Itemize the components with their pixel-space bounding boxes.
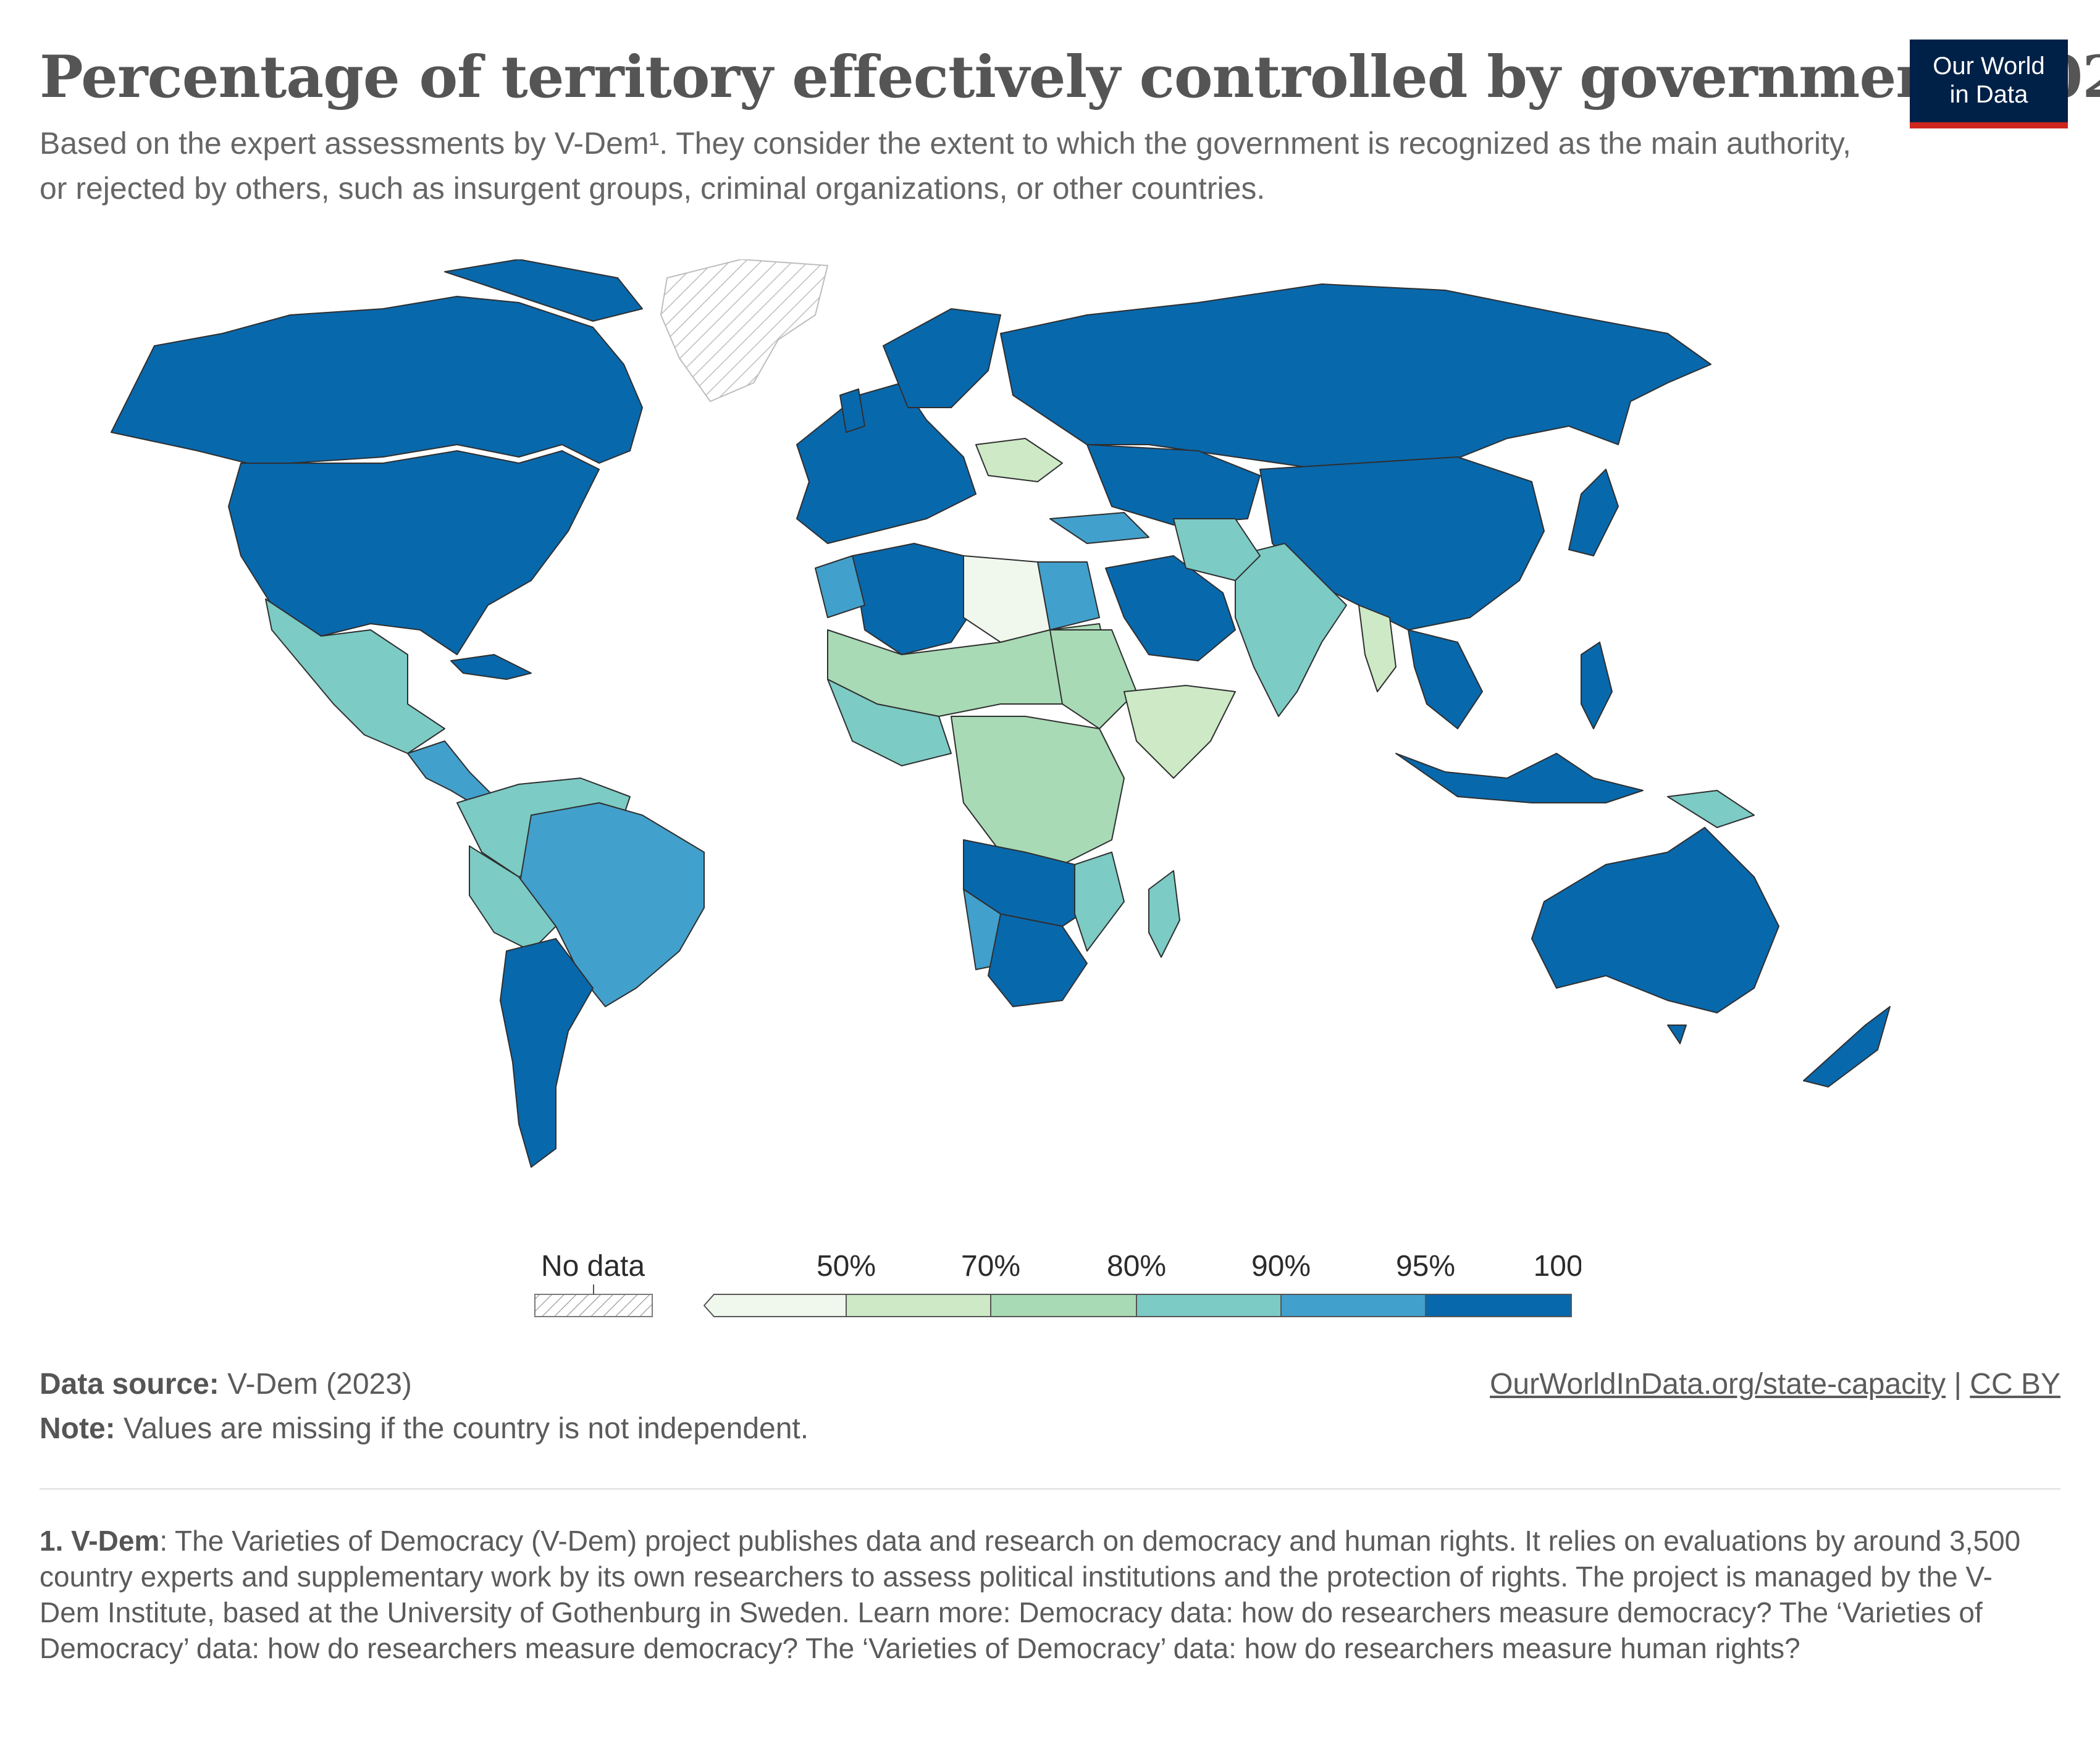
region-west-africa[interactable] [827, 679, 952, 766]
legend-tick-90: 90% [1251, 1250, 1311, 1283]
footnote: 1. V-Dem: The Varieties of Democracy (V-… [40, 1523, 2035, 1666]
logo-line-1: Our World [1933, 52, 2045, 80]
legend-tick-70: 70% [961, 1250, 1020, 1283]
region-horn-of-africa[interactable] [1124, 685, 1236, 779]
legend-tick-100: 100% [1534, 1250, 1581, 1283]
legend-tick-95: 95% [1396, 1250, 1455, 1283]
world-map [111, 259, 1891, 1168]
chart-subtitle: Based on the expert assessments by V-Dem… [40, 126, 1852, 206]
region-morocco[interactable] [815, 555, 865, 618]
region-australia[interactable] [1531, 827, 1779, 1013]
region-iran-afghanistan[interactable] [1173, 518, 1261, 581]
region-cuba[interactable] [450, 654, 532, 680]
owid-logo[interactable]: Our World in Data [1910, 40, 2068, 128]
note-value: Values are missing if the country is not… [115, 1412, 809, 1445]
legend-tick-80: 80% [1107, 1250, 1166, 1283]
license-link[interactable]: CC BY [1970, 1368, 2060, 1401]
attribution-links: OurWorldInData.org/state-capacity | CC B… [1490, 1362, 2060, 1407]
region-sudan[interactable] [1049, 629, 1137, 729]
region-indonesia[interactable] [1395, 753, 1644, 803]
region-central-africa[interactable] [951, 716, 1125, 865]
region-western-europe[interactable] [796, 382, 976, 544]
footer-divider [40, 1488, 2060, 1490]
region-japan[interactable] [1568, 469, 1619, 556]
region-argentina-chile[interactable] [500, 938, 594, 1168]
note-label: Note: [40, 1412, 116, 1445]
legend-no-data-swatch [534, 1294, 653, 1317]
chart-title: Percentage of territory effectively cont… [40, 43, 2100, 111]
region-tasmania[interactable] [1667, 1025, 1687, 1044]
source-value: V-Dem (2023) [219, 1368, 412, 1401]
region-mexico[interactable] [265, 598, 445, 754]
legend-bin-3 [1136, 1294, 1282, 1317]
region-myanmar[interactable] [1358, 605, 1396, 692]
legend-no-data-label: No data [541, 1250, 645, 1283]
source-label: Data source: [40, 1368, 219, 1401]
region-southern-africa[interactable] [988, 913, 1088, 1007]
region-india[interactable] [1235, 543, 1347, 717]
region-canada[interactable] [111, 296, 643, 464]
footnote-text: : The Varieties of Democracy (V-Dem) pro… [40, 1525, 2021, 1664]
data-source-line: Data source: V-Dem (2023) [40, 1362, 808, 1407]
region-canadian-arctic[interactable] [444, 259, 643, 322]
logo-accent-bar [1910, 122, 2068, 128]
region-new-zealand[interactable] [1803, 1006, 1891, 1087]
source-link[interactable]: OurWorldInData.org/state-capacity [1490, 1368, 1946, 1401]
region-scandinavia[interactable] [883, 308, 1001, 408]
legend-tick-50: 50% [817, 1250, 876, 1283]
source-block: Data source: V-Dem (2023) Note: Values a… [40, 1362, 808, 1451]
map-legend: No data 50% 70% 80% 90% 95% 100% [534, 1250, 1581, 1317]
region-russia[interactable] [1000, 283, 1712, 470]
logo-line-2: in Data [1949, 81, 2028, 108]
region-united-states[interactable] [228, 450, 600, 655]
legend-bin-1 [846, 1294, 991, 1317]
region-papua-new-guinea[interactable] [1667, 790, 1755, 828]
region-kazakhstan-central-asia[interactable] [1086, 444, 1261, 526]
region-middle-east[interactable] [1105, 555, 1236, 661]
footnote-label: 1. V-Dem [40, 1525, 160, 1557]
region-philippines[interactable] [1581, 642, 1613, 729]
region-turkey[interactable] [1049, 512, 1149, 544]
legend-bin-4 [1280, 1294, 1426, 1317]
legend-bin-2 [990, 1294, 1137, 1317]
link-separator: | [1946, 1368, 1970, 1401]
legend-bin-0 [703, 1294, 847, 1317]
region-libya[interactable] [963, 555, 1051, 643]
note-line: Note: Values are missing if the country … [40, 1407, 808, 1451]
region-ukraine[interactable] [975, 438, 1063, 482]
legend-bin-5 [1425, 1294, 1572, 1317]
region-egypt[interactable] [1037, 561, 1100, 631]
region-madagascar[interactable] [1148, 870, 1180, 958]
region-southeast-asia[interactable] [1408, 629, 1483, 729]
region-uk[interactable] [839, 388, 865, 433]
region-mozambique[interactable] [1074, 852, 1125, 952]
region-greenland[interactable] [660, 259, 828, 402]
region-north-africa[interactable] [852, 543, 976, 655]
